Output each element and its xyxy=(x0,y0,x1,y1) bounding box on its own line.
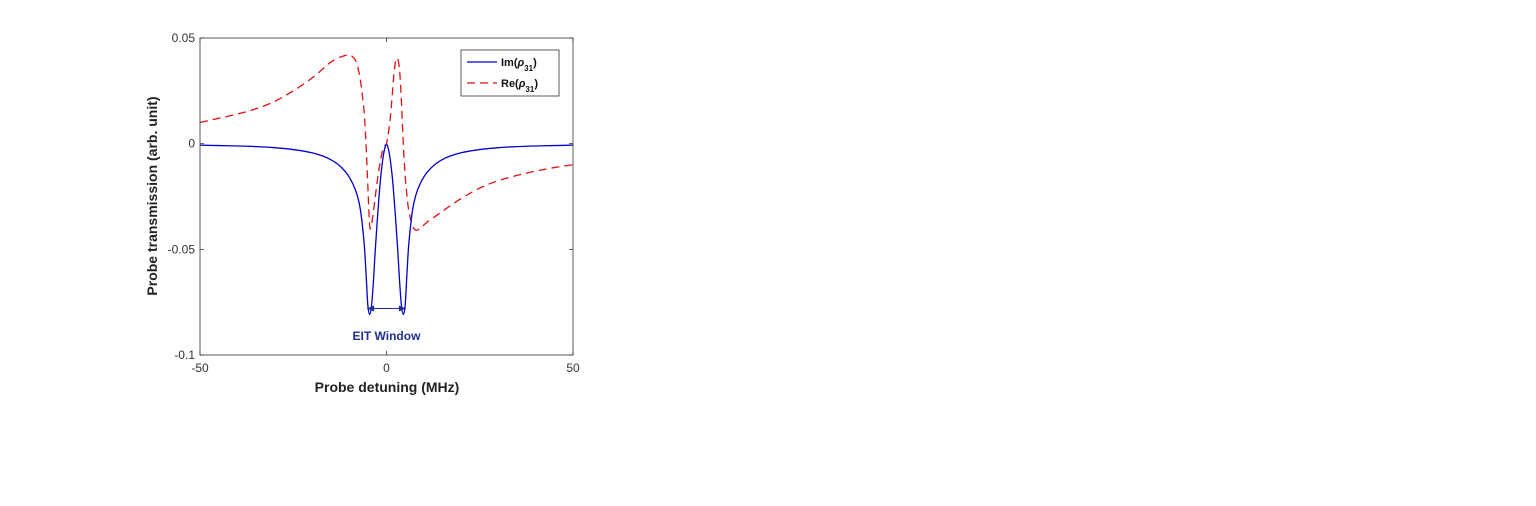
y-tick-label: 0.05 xyxy=(172,31,196,45)
y-tick-label: -0.1 xyxy=(174,348,195,362)
y-tick-label: 0 xyxy=(188,137,195,151)
x-tick-label: 50 xyxy=(566,361,580,375)
eit-window-annotation: EIT Window xyxy=(353,305,422,343)
arrowhead-left xyxy=(367,305,375,312)
legend: Im(ρ31) Re(ρ31) xyxy=(460,49,560,97)
series-line-im-rho31 xyxy=(199,143,574,316)
x-axis-label: Probe detuning (MHz) xyxy=(315,379,460,395)
data-curves xyxy=(199,54,574,316)
eit-window-label: EIT Window xyxy=(353,329,422,343)
axis-ticks: -50 0 50 0.05 0 -0.05 -0.1 xyxy=(168,31,580,375)
x-tick-label: 0 xyxy=(383,361,390,375)
y-tick-label: -0.05 xyxy=(168,242,196,256)
x-tick-label: -50 xyxy=(191,361,209,375)
arrowhead-right xyxy=(398,305,406,312)
legend-box xyxy=(460,49,560,97)
y-axis-label: Probe transmission (arb. unit) xyxy=(144,96,160,295)
